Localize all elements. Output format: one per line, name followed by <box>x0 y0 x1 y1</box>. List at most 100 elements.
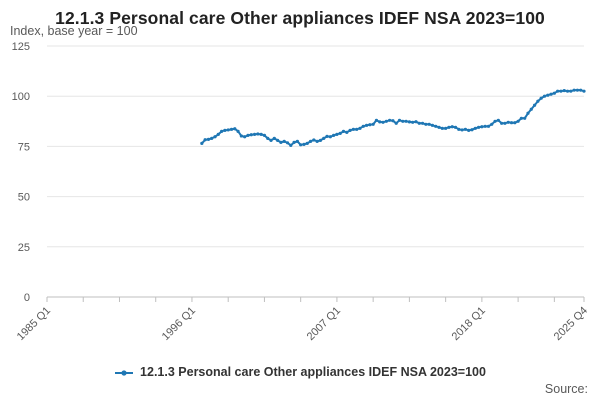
data-point[interactable] <box>480 125 484 129</box>
data-point[interactable] <box>496 118 500 122</box>
data-point[interactable] <box>582 89 586 93</box>
data-point[interactable] <box>308 139 313 143</box>
data-point[interactable] <box>552 91 556 95</box>
data-point[interactable] <box>447 125 451 129</box>
data-point[interactable] <box>374 118 379 122</box>
data-point[interactable] <box>509 121 514 125</box>
data-point[interactable] <box>200 141 204 145</box>
data-point[interactable] <box>444 126 448 130</box>
data-point[interactable] <box>312 138 316 142</box>
data-point[interactable] <box>302 142 306 146</box>
data-point[interactable] <box>516 119 520 123</box>
data-point[interactable] <box>259 132 263 136</box>
data-point[interactable] <box>239 134 243 138</box>
data-point[interactable] <box>289 143 293 147</box>
data-point[interactable] <box>404 119 408 123</box>
data-point[interactable] <box>503 121 507 125</box>
data-point[interactable] <box>411 120 415 124</box>
data-point[interactable] <box>414 120 418 124</box>
data-point[interactable] <box>476 125 481 129</box>
data-point[interactable] <box>269 138 273 142</box>
data-point[interactable] <box>539 96 543 100</box>
data-point[interactable] <box>279 140 283 144</box>
data-point[interactable] <box>282 139 286 143</box>
data-point[interactable] <box>388 118 392 122</box>
data-point[interactable] <box>233 127 237 131</box>
data-point[interactable] <box>355 127 359 131</box>
data-point[interactable] <box>397 118 402 122</box>
data-point[interactable] <box>453 125 458 129</box>
data-point[interactable] <box>513 121 517 125</box>
data-point[interactable] <box>542 94 547 98</box>
data-point[interactable] <box>579 88 583 92</box>
data-point[interactable] <box>407 120 411 124</box>
data-point[interactable] <box>229 127 234 131</box>
data-point[interactable] <box>206 137 211 141</box>
data-point[interactable] <box>272 136 276 140</box>
data-point[interactable] <box>345 130 349 134</box>
legend[interactable]: 12.1.3 Personal care Other appliances ID… <box>0 365 600 379</box>
data-point[interactable] <box>364 123 369 127</box>
data-point[interactable] <box>417 121 421 125</box>
data-point[interactable] <box>440 126 444 130</box>
data-point[interactable] <box>483 124 487 128</box>
data-point[interactable] <box>226 128 230 132</box>
data-point[interactable] <box>575 88 580 92</box>
data-point[interactable] <box>213 135 217 139</box>
data-point[interactable] <box>569 89 573 93</box>
data-point[interactable] <box>536 99 540 103</box>
data-point[interactable] <box>506 120 510 124</box>
data-point[interactable] <box>470 128 474 132</box>
data-point[interactable] <box>427 122 431 126</box>
data-point[interactable] <box>467 128 471 132</box>
data-point[interactable] <box>368 123 372 127</box>
series-line[interactable] <box>201 89 585 147</box>
data-point[interactable] <box>295 139 299 143</box>
data-point[interactable] <box>486 124 491 128</box>
data-point[interactable] <box>565 89 570 93</box>
data-point[interactable] <box>384 119 388 123</box>
data-point[interactable] <box>322 136 326 140</box>
data-point[interactable] <box>285 141 290 145</box>
data-point[interactable] <box>348 128 352 132</box>
data-point[interactable] <box>572 88 576 92</box>
data-point[interactable] <box>243 135 247 139</box>
data-point[interactable] <box>430 123 435 127</box>
data-point[interactable] <box>266 136 270 140</box>
data-point[interactable] <box>252 132 257 136</box>
data-point[interactable] <box>556 89 560 93</box>
data-point[interactable] <box>325 134 329 138</box>
data-point[interactable] <box>341 129 346 133</box>
data-point[interactable] <box>381 120 385 124</box>
data-point[interactable] <box>532 103 537 107</box>
data-point[interactable] <box>450 125 454 129</box>
data-point[interactable] <box>378 120 382 124</box>
data-point[interactable] <box>328 135 332 139</box>
data-point[interactable] <box>559 89 563 93</box>
data-point[interactable] <box>437 125 441 129</box>
data-point[interactable] <box>305 141 309 145</box>
data-point[interactable] <box>216 132 220 136</box>
data-point[interactable] <box>473 126 477 130</box>
data-point[interactable] <box>529 107 533 111</box>
data-point[interactable] <box>549 92 553 96</box>
data-point[interactable] <box>391 119 395 123</box>
data-point[interactable] <box>338 131 342 135</box>
data-point[interactable] <box>236 129 240 133</box>
data-point[interactable] <box>223 128 227 132</box>
data-point[interactable] <box>519 116 524 120</box>
data-point[interactable] <box>490 122 494 126</box>
data-point[interactable] <box>203 138 207 142</box>
data-point[interactable] <box>262 133 267 137</box>
data-point[interactable] <box>210 136 214 140</box>
data-point[interactable] <box>562 88 566 93</box>
data-point[interactable] <box>332 133 336 137</box>
data-point[interactable] <box>361 124 365 128</box>
data-point[interactable] <box>457 127 461 131</box>
data-point[interactable] <box>500 121 504 125</box>
data-point[interactable] <box>526 111 530 115</box>
data-point[interactable] <box>401 119 405 123</box>
data-point[interactable] <box>358 126 362 130</box>
data-point[interactable] <box>276 138 280 142</box>
data-point[interactable] <box>371 122 375 126</box>
